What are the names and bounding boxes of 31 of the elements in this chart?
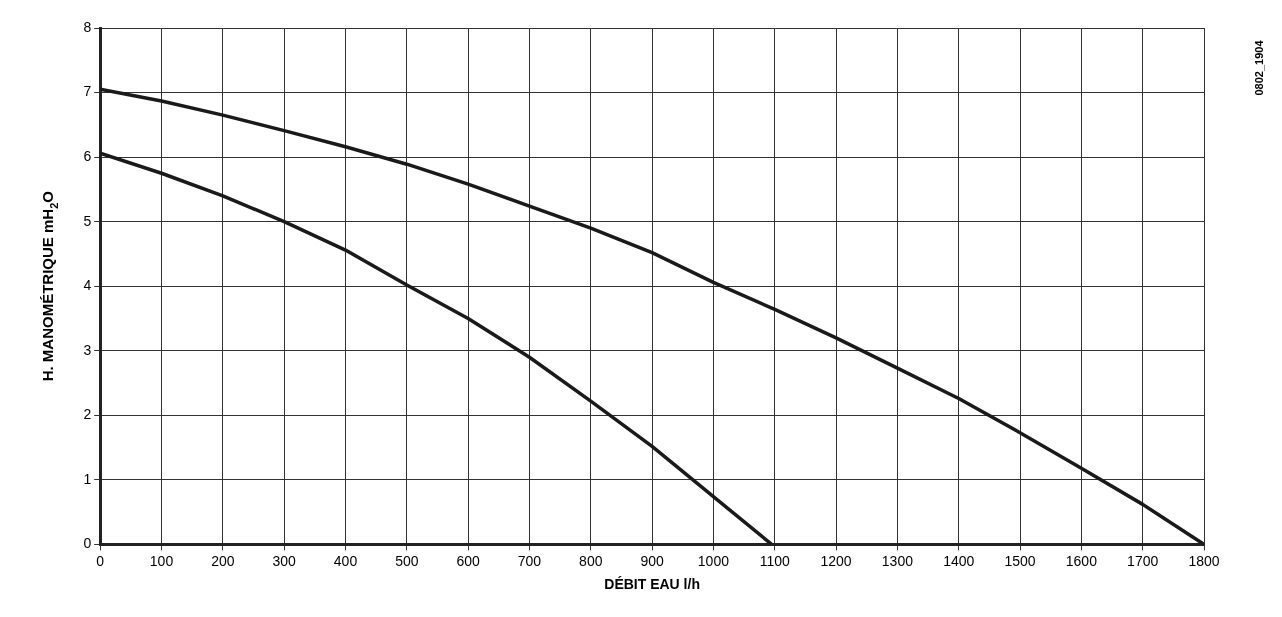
- y-tick-label: 5: [83, 212, 92, 229]
- x-tick-label: 1500: [1004, 552, 1036, 569]
- x-tick-label: 1300: [881, 552, 914, 569]
- x-tick-label: 300: [272, 552, 297, 569]
- x-tick-label: 1000: [697, 552, 730, 569]
- x-axis-title: DÉBIT EAU l/h: [604, 576, 700, 593]
- y-tick-label: 8: [83, 18, 92, 35]
- x-tick-label: 100: [149, 552, 174, 569]
- y-tick-label: 7: [83, 83, 92, 100]
- y-tick-label: 3: [83, 341, 92, 358]
- x-tick-label: 0: [96, 552, 105, 569]
- x-tick-label: 1700: [1127, 552, 1159, 569]
- x-tick-label: 700: [517, 552, 542, 569]
- y-tick-label: 1: [83, 470, 92, 487]
- x-tick-label: 400: [333, 552, 358, 569]
- y-tick-label: 2: [83, 406, 92, 423]
- y-tick-label: 4: [83, 277, 92, 294]
- x-tick-label: 1800: [1188, 552, 1220, 569]
- text: 0802_1904: [1253, 39, 1266, 96]
- x-tick-label: 900: [640, 552, 664, 569]
- y-axis-title: H. MANOMÉTRIQUE mH2O: [39, 190, 60, 382]
- x-tick-label: 1100: [759, 552, 790, 569]
- x-tick-label: 1200: [820, 552, 852, 569]
- x-tick-label: 500: [395, 552, 419, 569]
- x-tick-label: 600: [456, 552, 481, 569]
- x-tick-label: 1600: [1065, 552, 1098, 569]
- x-tick-label: 200: [211, 552, 235, 569]
- y-tick-label: 6: [83, 147, 92, 164]
- x-tick-label: 1400: [943, 552, 975, 569]
- y-tick-label: 0: [83, 535, 92, 552]
- x-tick-label: 800: [579, 552, 603, 569]
